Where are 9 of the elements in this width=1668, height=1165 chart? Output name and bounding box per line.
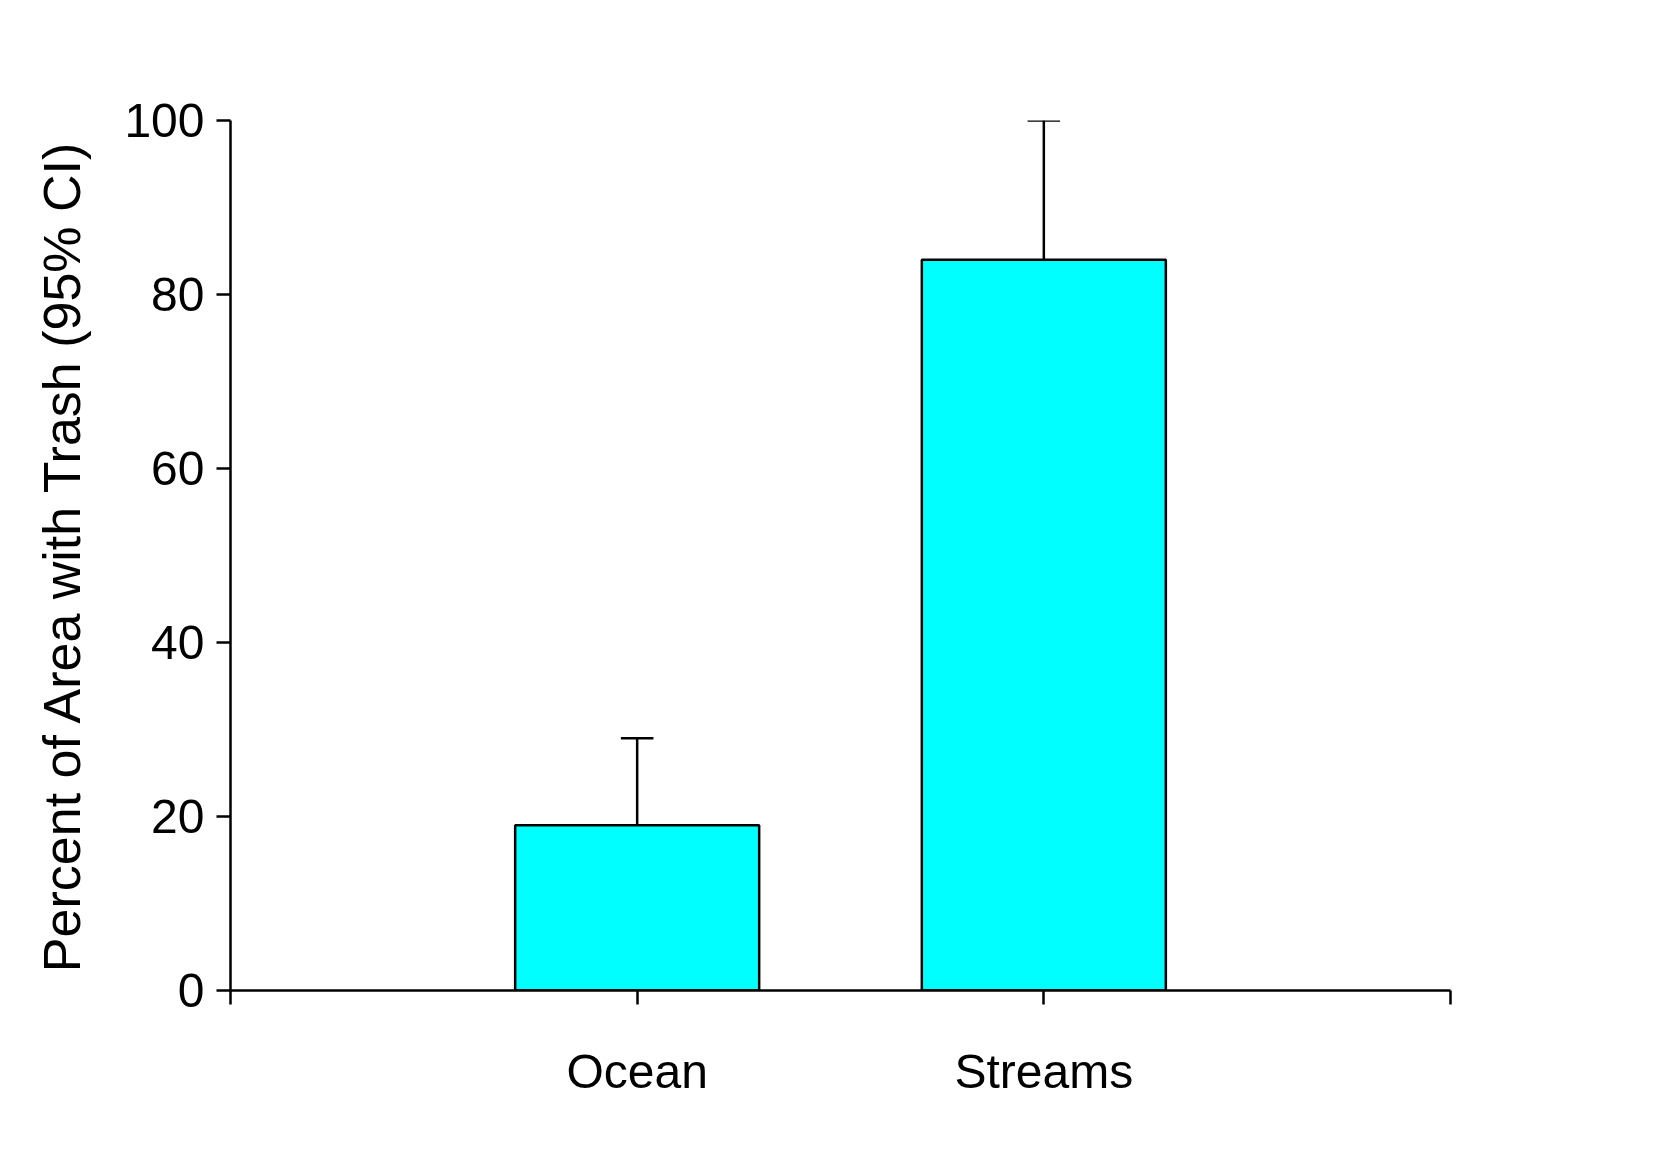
y-axis-title: Percent of Area with Trash (95% CI)	[33, 142, 92, 973]
y-tick-label: 40	[151, 616, 205, 669]
y-tick-label: 60	[151, 442, 205, 495]
y-tick-label: 100	[124, 94, 205, 147]
x-tick-label: Streams	[954, 1044, 1134, 1098]
y-tick-label: 0	[177, 964, 205, 1017]
x-tick-label: Ocean	[566, 1044, 708, 1098]
y-tick-label: 80	[151, 268, 205, 321]
y-tick-label: 20	[151, 790, 205, 843]
